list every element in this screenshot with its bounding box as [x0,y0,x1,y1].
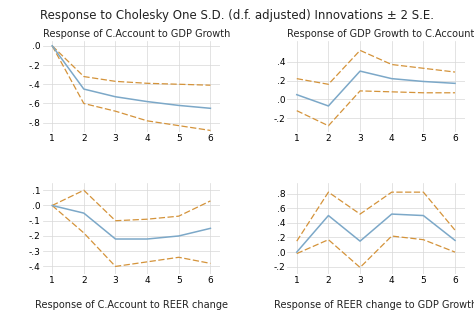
Text: Response of REER change to GDP Growth: Response of REER change to GDP Growth [274,300,474,310]
Text: Response of GDP Growth to C.Account: Response of GDP Growth to C.Account [287,29,474,39]
Text: Response of C.Account to GDP Growth: Response of C.Account to GDP Growth [43,29,230,39]
Text: Response of C.Account to REER change: Response of C.Account to REER change [35,300,228,310]
Text: Response to Cholesky One S.D. (d.f. adjusted) Innovations ± 2 S.E.: Response to Cholesky One S.D. (d.f. adju… [40,9,434,22]
